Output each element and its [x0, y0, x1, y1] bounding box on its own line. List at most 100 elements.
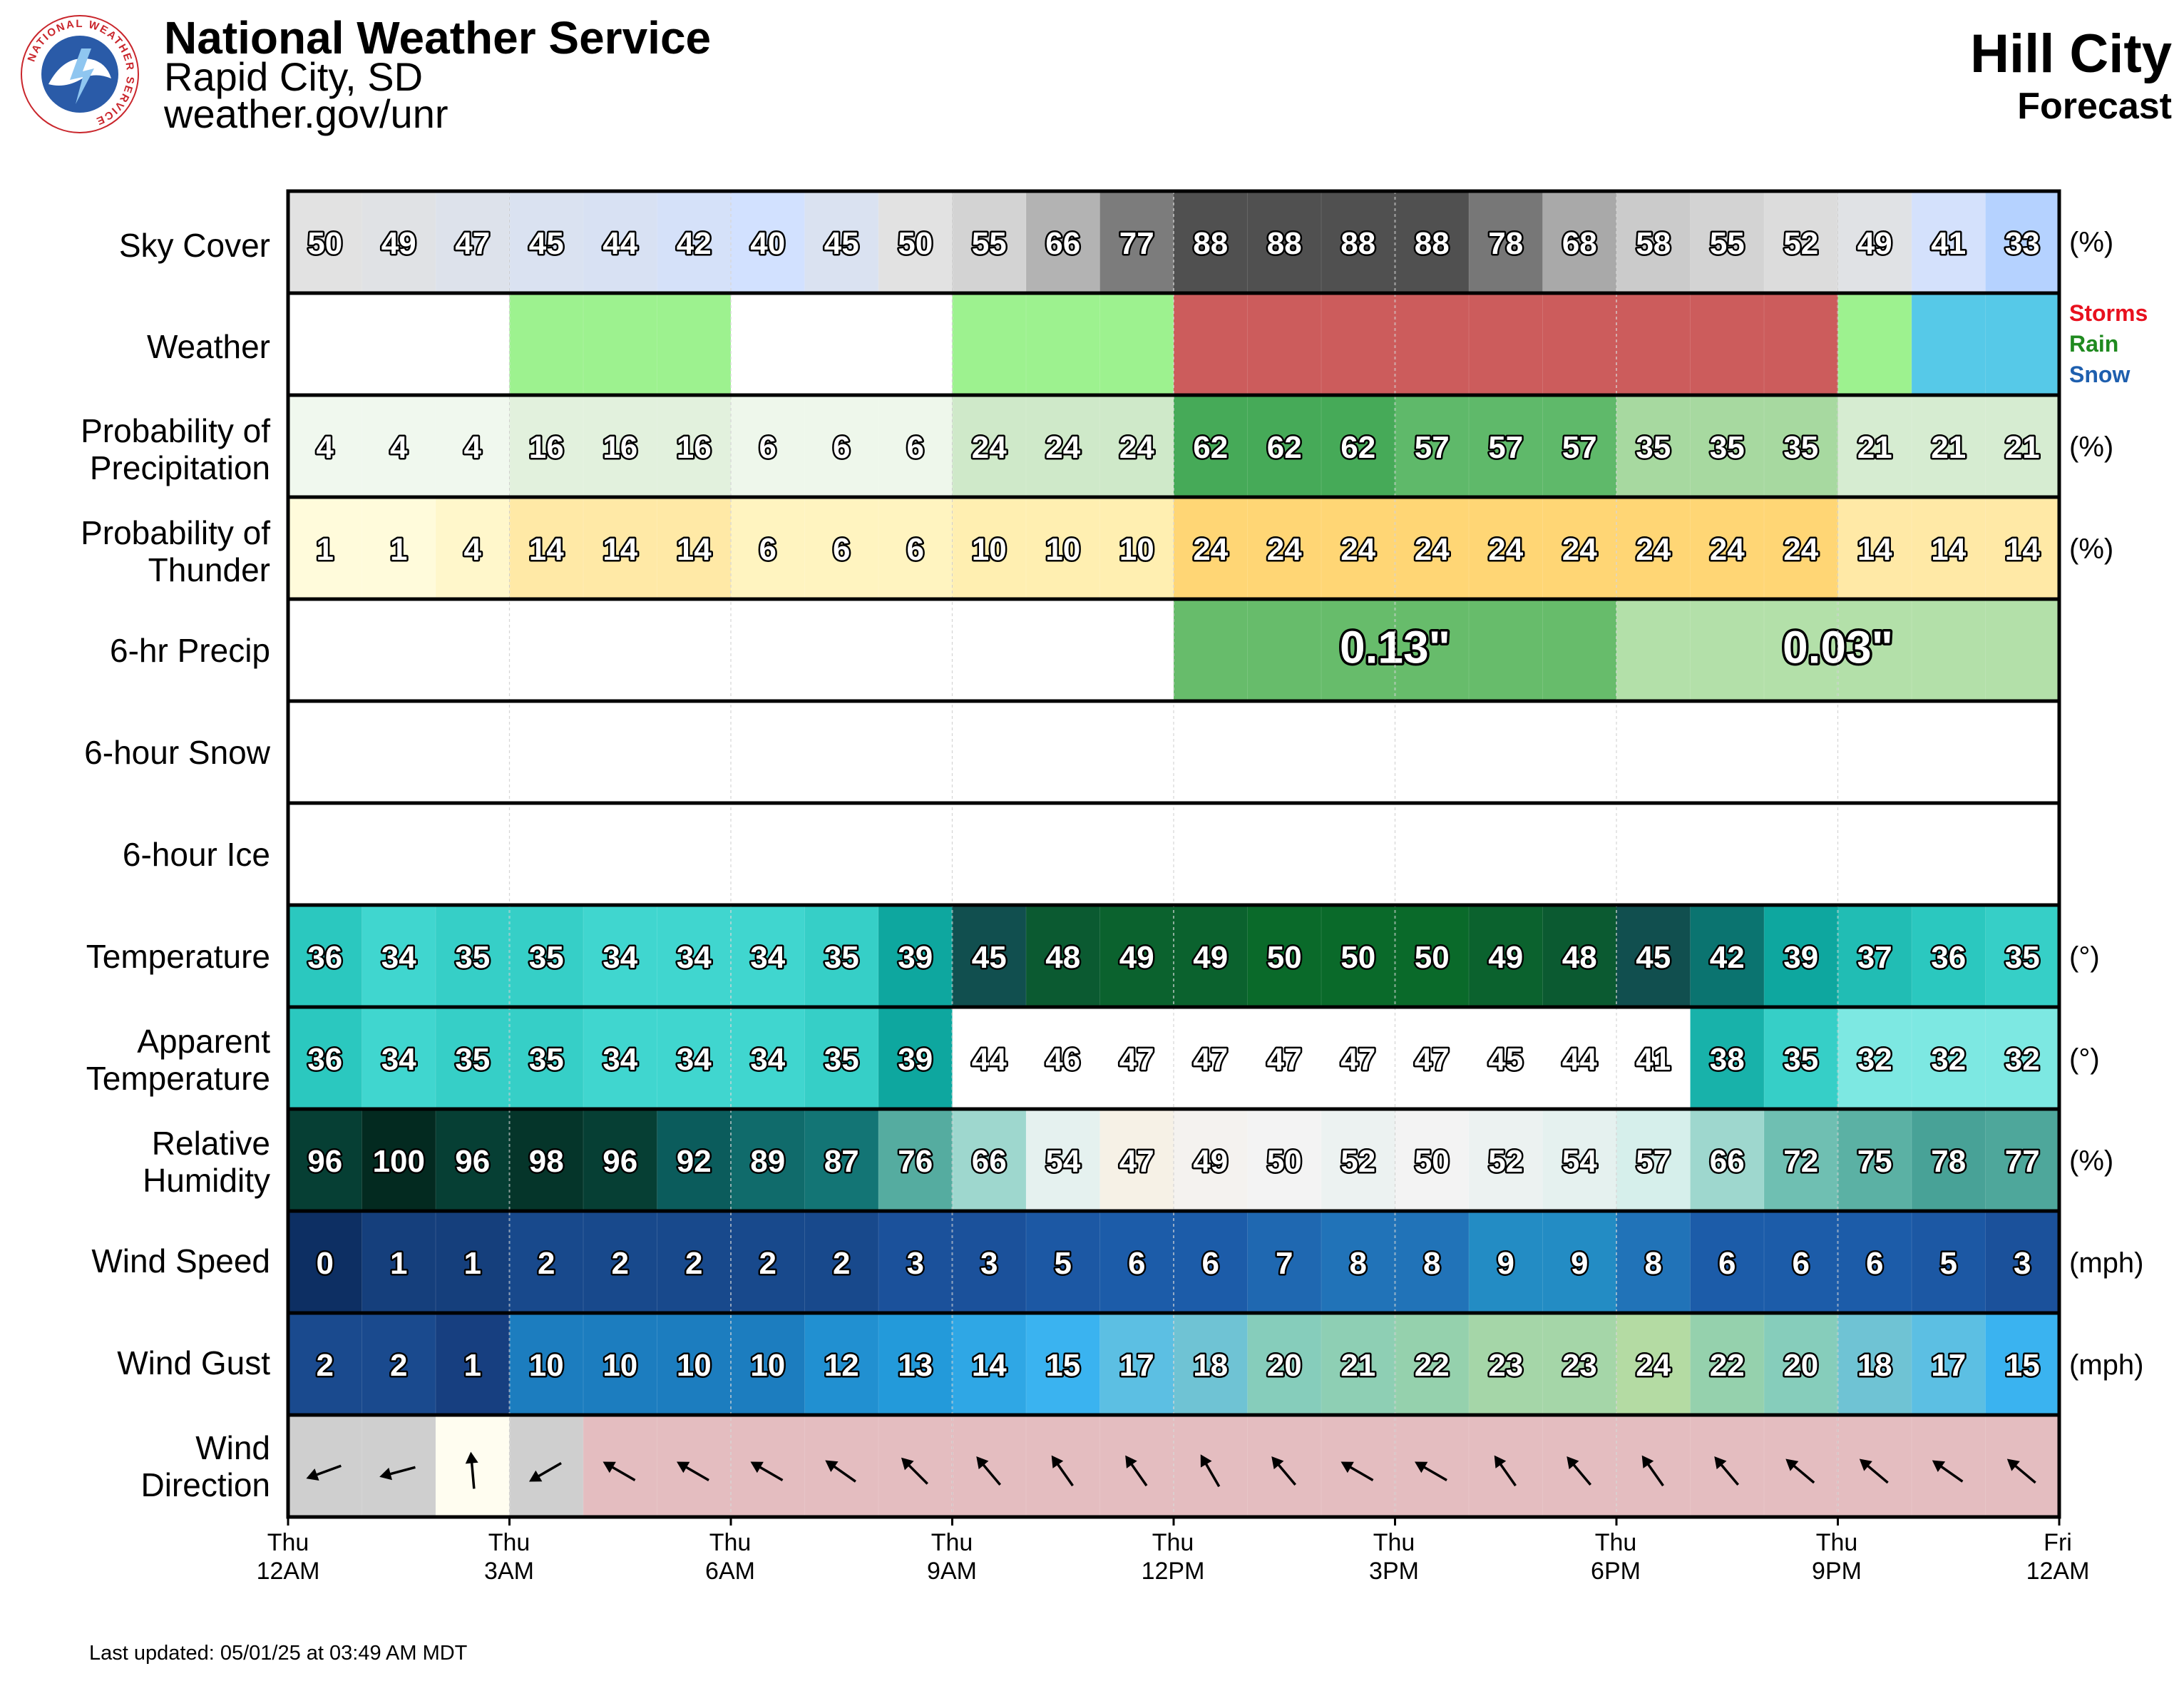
pop-value: 35: [1710, 430, 1745, 465]
weather-cell: [1321, 293, 1396, 395]
apparent-value: 39: [898, 1042, 933, 1077]
pop-cell: [1616, 395, 1691, 497]
apparent-value: 47: [1340, 1042, 1375, 1077]
humidity-cell: [362, 1109, 436, 1211]
apparent-cell: [657, 1007, 732, 1109]
humidity-cell: [1099, 1109, 1174, 1211]
temperature-value: 50: [1340, 940, 1375, 975]
apparent-cell: [1247, 1007, 1322, 1109]
temperature-value: 49: [1119, 940, 1154, 975]
wind-speed-cell: [878, 1211, 953, 1313]
temperature-cell: [362, 905, 436, 1007]
x-tick: Thu 3PM: [1369, 1529, 1419, 1585]
wind-dir-cell: [952, 1415, 1027, 1517]
weather-cell: [1174, 293, 1249, 395]
sky-cover-cell: [952, 191, 1027, 293]
wind-speed-cell: [1321, 1211, 1396, 1313]
humidity-cell: [583, 1109, 658, 1211]
pop-value: 24: [1045, 430, 1080, 465]
wind-speed-cell: [583, 1211, 658, 1313]
pop-value: 35: [1783, 430, 1818, 465]
sky-cover-value: 45: [824, 226, 859, 261]
pop-cell: [1912, 395, 1986, 497]
humidity-value: 96: [455, 1144, 490, 1179]
pop-cell: [288, 395, 363, 497]
wind-speed-cell: [731, 1211, 806, 1313]
wind-dir-cell: [1985, 1415, 2060, 1517]
wind-dir-cell: [1764, 1415, 1839, 1517]
thunder-cell: [1690, 497, 1765, 599]
humidity-cell: [731, 1109, 806, 1211]
humidity-cell: [1837, 1109, 1912, 1211]
sky-cover-value: 66: [1045, 226, 1080, 261]
humidity-value: 89: [750, 1144, 785, 1179]
thunder-cell: [1837, 497, 1912, 599]
wind-gust-value: 2: [390, 1348, 407, 1383]
weather-cell: [1026, 293, 1101, 395]
wind-arrow: [825, 1460, 856, 1483]
humidity-value: 72: [1783, 1144, 1818, 1179]
wind-dir-cell: [1026, 1415, 1101, 1517]
location-title: Hill City: [1970, 24, 2172, 84]
temperature-value: 39: [1783, 940, 1818, 975]
wind-dir-cell: [1099, 1415, 1174, 1517]
thunder-value: 14: [1931, 532, 1966, 567]
wind-speed-cell: [1837, 1211, 1912, 1313]
apparent-value: 34: [750, 1042, 785, 1077]
pop-value: 4: [390, 430, 408, 465]
temperature-cell: [1542, 905, 1617, 1007]
weather-cell: [952, 293, 1027, 395]
wind-speed-cell: [657, 1211, 732, 1313]
humidity-value: 50: [1267, 1144, 1302, 1179]
thunder-value: 14: [2005, 532, 2040, 567]
sky-cover-cell: [1321, 191, 1396, 293]
sky-cover-cell: [1837, 191, 1912, 293]
apparent-value: 46: [1045, 1042, 1080, 1077]
weather-cell: [288, 293, 363, 395]
nws-logo: NATIONAL WEATHER SERVICE: [21, 15, 139, 133]
weather-cell: [436, 293, 511, 395]
wind-speed-cell: [1099, 1211, 1174, 1313]
wind-gust-cell: [1321, 1313, 1396, 1415]
wind-dir-cell: [288, 1415, 363, 1517]
wind-speed-value: 3: [907, 1246, 924, 1281]
office-url[interactable]: weather.gov/unr: [164, 91, 448, 136]
temperature-value: 34: [677, 940, 712, 975]
wind-arrow: [1271, 1456, 1297, 1486]
office-title: National Weather Service: [164, 12, 712, 63]
wind-gust-value: 13: [898, 1348, 933, 1383]
wind-speed-value: 8: [1350, 1246, 1367, 1281]
wind-speed-cell: [1174, 1211, 1249, 1313]
apparent-cell: [878, 1007, 953, 1109]
weather-cell: [1764, 293, 1839, 395]
sky-cover-value: 40: [750, 226, 785, 261]
wind-speed-value: 2: [833, 1246, 850, 1281]
pop-cell: [1247, 395, 1322, 497]
pop-value: 4: [464, 430, 482, 465]
pop-cell: [1099, 395, 1174, 497]
pop-cell: [1321, 395, 1396, 497]
humidity-cell: [1690, 1109, 1765, 1211]
wind-gust-cell: [1542, 1313, 1617, 1415]
row-label-6hr-precip: 6-hr Precip: [110, 632, 270, 669]
unit-wind-speed: (mph): [2069, 1247, 2144, 1279]
thunder-value: 24: [1193, 532, 1228, 567]
thunder-cell: [804, 497, 879, 599]
weather-cell: [1395, 293, 1470, 395]
wind-dir-cell: [878, 1415, 953, 1517]
apparent-cell: [436, 1007, 511, 1109]
temperature-cell: [804, 905, 879, 1007]
wind-arrow: [1125, 1455, 1148, 1487]
weather-cell: [1690, 293, 1765, 395]
temperature-value: 39: [898, 940, 933, 975]
temperature-cell: [1395, 905, 1470, 1007]
wind-speed-value: 2: [538, 1246, 555, 1281]
sky-cover-value: 68: [1562, 226, 1597, 261]
wind-speed-cell: [1912, 1211, 1986, 1313]
temperature-cell: [1099, 905, 1174, 1007]
apparent-value: 41: [1636, 1042, 1671, 1077]
wind-speed-value: 1: [390, 1246, 407, 1281]
apparent-cell: [1395, 1007, 1470, 1109]
pop-value: 21: [1931, 430, 1966, 465]
temperature-cell: [1174, 905, 1249, 1007]
